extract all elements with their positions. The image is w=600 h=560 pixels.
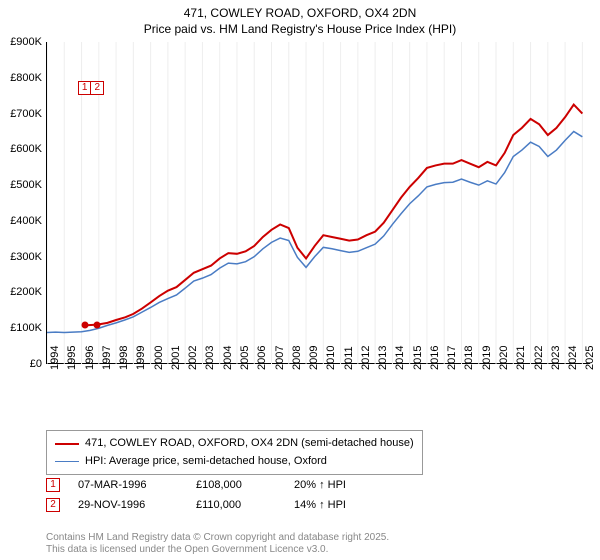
x-axis-label: 2015 (412, 346, 424, 370)
x-axis-label: 2000 (153, 346, 165, 370)
plot-area: 12 (46, 42, 590, 364)
price-point-marker: 2 (90, 81, 104, 95)
table-row: 2 29-NOV-1996 £110,000 14% ↑ HPI (46, 498, 346, 512)
y-axis-label: £0 (0, 358, 42, 370)
table-row: 1 07-MAR-1996 £108,000 20% ↑ HPI (46, 478, 346, 492)
x-axis-label: 2007 (274, 346, 286, 370)
x-axis-label: 2020 (498, 346, 510, 370)
tx-pct: 20% ↑ HPI (294, 479, 346, 491)
x-axis-label: 1994 (49, 346, 61, 370)
y-axis-label: £500K (0, 179, 42, 191)
tx-date: 07-MAR-1996 (78, 479, 178, 491)
tx-badge-1: 1 (46, 478, 60, 492)
price-point-dot (81, 322, 88, 329)
y-axis-label: £900K (0, 36, 42, 48)
chart-title-line2: Price paid vs. HM Land Registry's House … (0, 22, 600, 38)
transactions-table: 1 07-MAR-1996 £108,000 20% ↑ HPI 2 29-NO… (46, 478, 346, 518)
legend-series2: HPI: Average price, semi-detached house,… (85, 453, 327, 471)
x-axis-label: 2010 (325, 346, 337, 370)
price-chart: 12 £0£100K£200K£300K£400K£500K£600K£700K… (46, 42, 590, 384)
x-axis-label: 2008 (291, 346, 303, 370)
x-axis-label: 2012 (360, 346, 372, 370)
x-axis-label: 2016 (429, 346, 441, 370)
x-axis-label: 1997 (101, 346, 113, 370)
x-axis-label: 2025 (584, 346, 596, 370)
y-axis-label: £400K (0, 215, 42, 227)
x-axis-label: 2018 (463, 346, 475, 370)
y-axis-label: £800K (0, 72, 42, 84)
tx-pct: 14% ↑ HPI (294, 499, 346, 511)
tx-date: 29-NOV-1996 (78, 499, 178, 511)
x-axis-label: 2006 (256, 346, 268, 370)
x-axis-label: 2017 (446, 346, 458, 370)
x-axis-label: 2023 (550, 346, 562, 370)
tx-price: £108,000 (196, 479, 276, 491)
x-axis-label: 2019 (481, 346, 493, 370)
copyright-text: Contains HM Land Registry data © Crown c… (46, 532, 389, 556)
x-axis-label: 1998 (118, 346, 130, 370)
y-axis-label: £100K (0, 322, 42, 334)
x-axis-label: 1999 (135, 346, 147, 370)
x-axis-label: 2011 (343, 346, 355, 370)
x-axis-label: 2001 (170, 346, 182, 370)
x-axis-label: 2002 (187, 346, 199, 370)
price-point-dot (94, 321, 101, 328)
y-axis-label: £300K (0, 251, 42, 263)
chart-title-line1: 471, COWLEY ROAD, OXFORD, OX4 2DN (0, 6, 600, 22)
x-axis-label: 2021 (515, 346, 527, 370)
x-axis-label: 2022 (533, 346, 545, 370)
x-axis-label: 2024 (567, 346, 579, 370)
x-axis-label: 2014 (394, 346, 406, 370)
x-axis-label: 1995 (66, 346, 78, 370)
chart-lines (47, 42, 591, 364)
x-axis-label: 1996 (84, 346, 96, 370)
x-axis-label: 2003 (204, 346, 216, 370)
tx-price: £110,000 (196, 499, 276, 511)
x-axis-label: 2009 (308, 346, 320, 370)
chart-legend: 471, COWLEY ROAD, OXFORD, OX4 2DN (semi-… (46, 430, 586, 475)
y-axis-label: £700K (0, 108, 42, 120)
tx-badge-2: 2 (46, 498, 60, 512)
x-axis-label: 2005 (239, 346, 251, 370)
x-axis-label: 2004 (222, 346, 234, 370)
legend-series1: 471, COWLEY ROAD, OXFORD, OX4 2DN (semi-… (85, 435, 414, 453)
y-axis-label: £200K (0, 286, 42, 298)
y-axis-label: £600K (0, 143, 42, 155)
x-axis-label: 2013 (377, 346, 389, 370)
